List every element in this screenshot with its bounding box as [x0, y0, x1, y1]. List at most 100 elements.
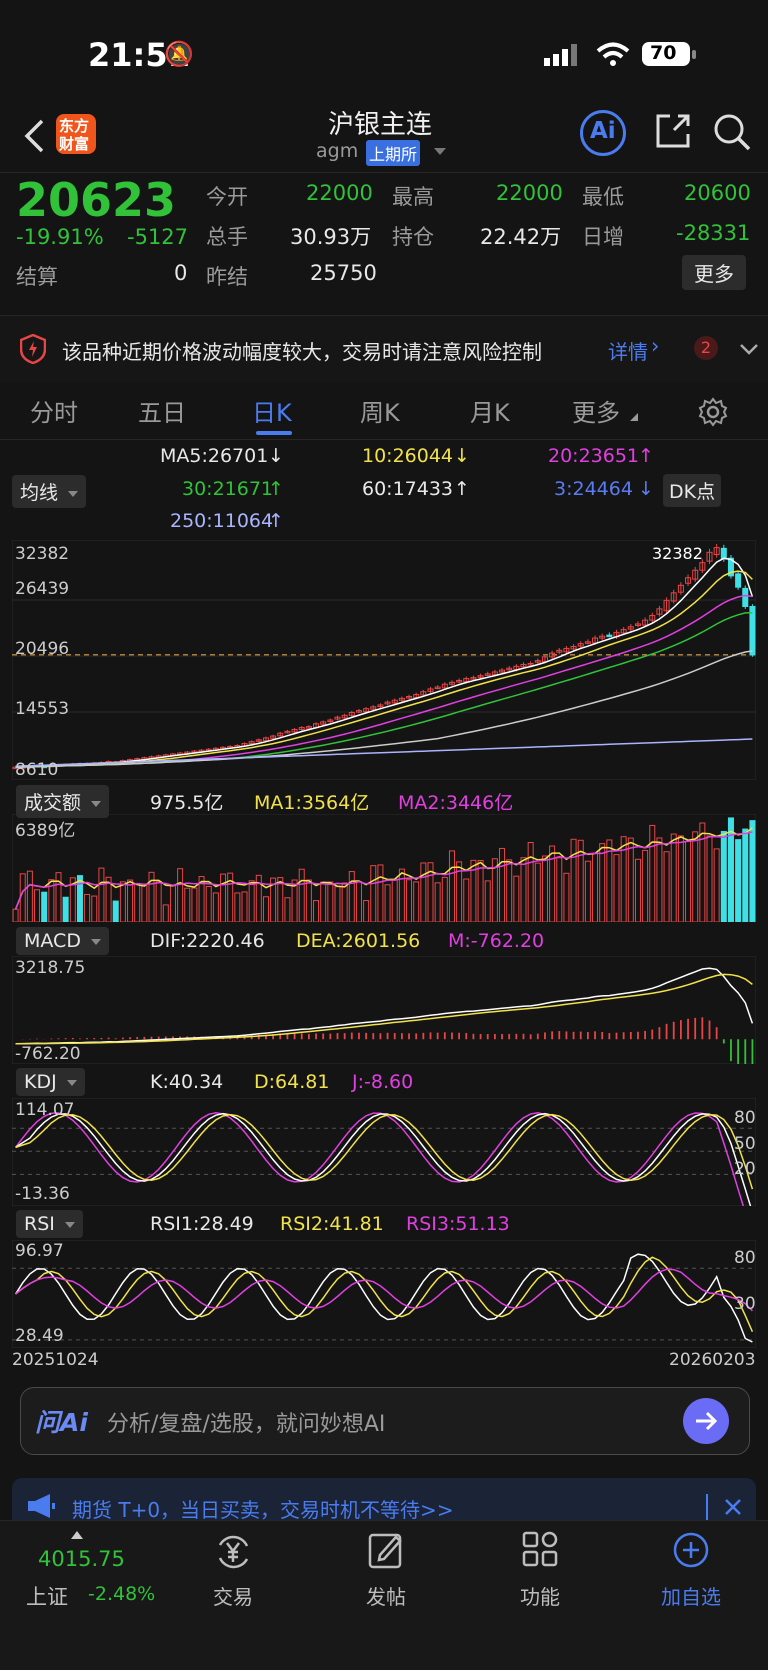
risk-text: 该品种近期价格波动幅度较大，交易时请注意风险控制 — [62, 340, 542, 364]
tab-more-caret-icon — [630, 413, 638, 421]
exchange-badge[interactable]: 上期所 — [366, 140, 421, 166]
price-axis-3: 14553 — [15, 699, 70, 719]
ma60-arrow: ↑ — [454, 478, 470, 500]
volume-bar — [205, 886, 212, 922]
volume-bar — [48, 879, 55, 922]
ask-ai-send-button[interactable] — [683, 1398, 729, 1444]
candle-body — [491, 671, 498, 676]
volume-bar — [448, 850, 455, 922]
volume-selector[interactable]: 成交额 — [16, 785, 110, 818]
risk-warning-bar[interactable]: 该品种近期价格波动幅度较大，交易时请注意风险控制 详情 › 2 — [0, 316, 768, 382]
grid-function-icon[interactable] — [522, 1531, 558, 1569]
tab-five-day[interactable]: 五日 — [138, 399, 186, 427]
volume-bar — [720, 830, 727, 922]
ma-selector[interactable]: 均线 — [12, 475, 87, 508]
price-chart[interactable] — [12, 540, 756, 780]
volume-bar — [670, 833, 677, 922]
kdj-selector[interactable]: KDJ — [16, 1068, 85, 1096]
candle-body — [291, 728, 298, 733]
risk-details-link[interactable]: 详情 — [608, 340, 648, 364]
tab-daily-k[interactable]: 日K — [252, 399, 292, 427]
kdj-axis-bottom: -13.36 — [15, 1184, 70, 1204]
index-change[interactable]: -2.48% — [88, 1583, 156, 1605]
risk-badge: 2 — [694, 336, 718, 360]
index-value[interactable]: 4015.75 — [38, 1547, 125, 1571]
gear-icon[interactable] — [698, 397, 728, 427]
close-icon[interactable] — [724, 1498, 742, 1516]
peak-price-label: 32382 — [652, 544, 703, 563]
chevron-down-icon[interactable] — [740, 344, 758, 356]
candle-body — [527, 663, 534, 666]
add-watchlist-icon[interactable] — [672, 1531, 710, 1569]
macd-selector[interactable]: MACD — [16, 927, 109, 955]
candle-body — [599, 635, 606, 639]
candle-body — [477, 675, 484, 678]
tab-more[interactable]: 更多 — [572, 399, 620, 427]
volume-bar — [334, 886, 341, 922]
tab-intraday[interactable]: 分时 — [30, 399, 78, 427]
index-name[interactable]: 上证 — [26, 1585, 68, 1609]
volume-bar — [291, 879, 298, 922]
volume-bar — [377, 864, 384, 922]
dk-point-button[interactable]: DK点 — [663, 474, 722, 507]
volume-bar — [491, 858, 498, 922]
volume-bar — [277, 877, 284, 922]
volume-bar — [456, 861, 463, 922]
wifi-icon — [596, 42, 630, 66]
volume-bar — [134, 882, 141, 922]
volume-chart[interactable] — [12, 814, 756, 922]
rsi-chart[interactable] — [12, 1240, 756, 1348]
open-value: 22000 — [306, 181, 373, 205]
nav-post[interactable]: 发帖 — [366, 1585, 406, 1609]
volume-bar — [12, 908, 19, 922]
volume-bar — [184, 887, 191, 922]
macd-axis-bottom: -762.20 — [15, 1044, 81, 1064]
share-icon[interactable] — [654, 112, 692, 150]
ma3-arrow: ↓ — [638, 478, 654, 500]
volume-bar — [556, 857, 563, 922]
nav-function[interactable]: 功能 — [520, 1585, 560, 1609]
rsi-selector[interactable]: RSI — [16, 1210, 83, 1238]
more-button[interactable]: 更多 — [682, 255, 746, 290]
candle-body — [484, 673, 491, 676]
volume-bar — [570, 838, 577, 922]
candle-body — [663, 599, 670, 612]
search-icon[interactable] — [712, 112, 752, 152]
candle-body — [534, 660, 541, 663]
candle-body — [727, 557, 734, 577]
ma250-label: 250:11064 — [170, 510, 274, 532]
ma10-label: 10:26044 — [362, 445, 454, 467]
kdj-chart[interactable] — [12, 1098, 756, 1206]
ask-ai-bar[interactable]: 问Ai 分析/复盘/选股，就问妙想AI — [20, 1387, 750, 1455]
exchange-dropdown-icon[interactable] — [434, 148, 446, 156]
volume-bar — [584, 860, 591, 922]
instrument-title: 沪银主连 — [328, 110, 433, 140]
shield-alert-icon — [20, 334, 46, 364]
rsi-3: RSI3:51.13 — [406, 1213, 510, 1235]
nav-add-watchlist[interactable]: 加自选 — [661, 1585, 721, 1609]
candle-body — [270, 735, 277, 739]
price-axis-2: 20496 — [15, 639, 70, 659]
candle-body — [685, 577, 692, 584]
tab-weekly-k[interactable]: 周K — [360, 399, 400, 427]
volume-bar — [298, 868, 305, 922]
ma30-arrow: ↑ — [268, 478, 284, 500]
volume-bar — [55, 872, 62, 922]
ai-button[interactable]: Ai — [580, 110, 626, 156]
candle-body — [649, 614, 656, 621]
trade-yen-icon[interactable] — [214, 1533, 252, 1571]
macd-chart[interactable] — [12, 956, 756, 1064]
volume-bar — [577, 839, 584, 922]
back-arrow-icon[interactable] — [22, 118, 46, 154]
kdj-level-80: 80 — [734, 1108, 756, 1128]
candle-body — [634, 623, 641, 626]
candle-body — [406, 695, 413, 699]
ask-ai-input[interactable]: 分析/复盘/选股，就问妙想AI — [107, 1412, 386, 1437]
post-edit-icon[interactable] — [368, 1531, 404, 1569]
instrument-code: agm — [316, 140, 359, 162]
tab-monthly-k[interactable]: 月K — [470, 399, 510, 427]
kdj-level-50: 50 — [734, 1134, 756, 1154]
kdj-axis-top: 114.07 — [15, 1100, 75, 1120]
volume-bar — [427, 862, 434, 922]
nav-trade[interactable]: 交易 — [213, 1585, 253, 1609]
